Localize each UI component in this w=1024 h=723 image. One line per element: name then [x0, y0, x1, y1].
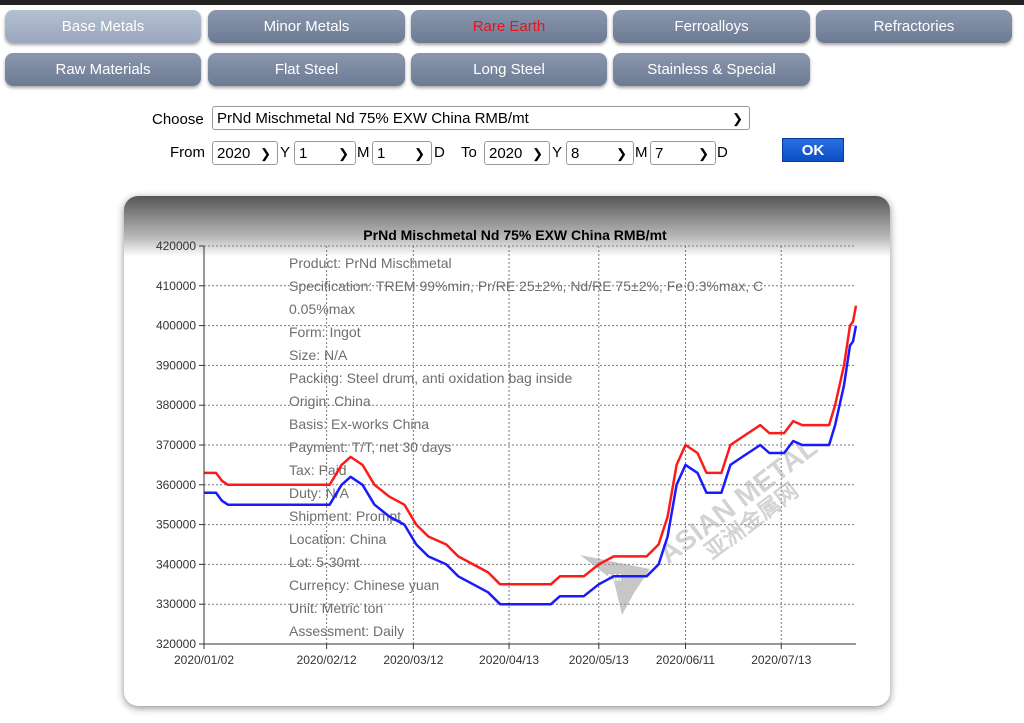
watermark-logo-icon — [580, 555, 650, 615]
spec-annotation: Assessment: Daily — [289, 623, 404, 639]
nav-stainless-special[interactable]: Stainless & Special — [613, 53, 810, 86]
to-year-select[interactable]: 2020 ❯ — [484, 141, 550, 165]
to-day-select[interactable]: 7 ❯ — [650, 141, 716, 165]
spec-annotation: Packing: Steel drum, anti oxidation bag … — [289, 370, 572, 386]
ok-button[interactable]: OK — [782, 138, 844, 162]
spec-annotation: Lot: 5-30mt — [289, 554, 360, 570]
watermark-logo: AM — [606, 573, 622, 584]
chevron-down-icon: ❯ — [338, 146, 349, 161]
from-m-label: M — [357, 144, 370, 161]
from-month-select[interactable]: 1 ❯ — [294, 141, 356, 165]
nav-ferroalloys[interactable]: Ferroalloys — [613, 10, 810, 43]
spec-annotation: Size: N/A — [289, 347, 348, 363]
chevron-down-icon: ❯ — [616, 146, 627, 161]
from-y-label: Y — [280, 144, 291, 161]
spec-annotation: 0.05%max — [289, 301, 355, 317]
to-month-select[interactable]: 8 ❯ — [566, 141, 634, 165]
y-tick-label: 320000 — [156, 637, 196, 651]
spec-annotation: Origin: China — [289, 393, 371, 409]
from-d-label: D — [434, 144, 445, 161]
spec-annotation: Location: China — [289, 531, 387, 547]
chart-panel: PrNd Mischmetal Nd 75% EXW China RMB/mt … — [124, 196, 890, 706]
chart-panel-header — [124, 196, 890, 256]
x-tick-label: 2020/02/12 — [297, 653, 357, 667]
y-tick-label: 340000 — [156, 557, 196, 571]
y-tick-label: 410000 — [156, 279, 196, 293]
x-tick-label: 2020/04/13 — [479, 653, 539, 667]
series-line-2 — [204, 325, 858, 606]
spec-annotation: Product: PrNd Mischmetal — [289, 255, 452, 271]
spec-annotation: Currency: Chinese yuan — [289, 577, 439, 593]
nav-long-steel[interactable]: Long Steel — [411, 53, 607, 86]
from-day-select[interactable]: 1 ❯ — [372, 141, 432, 165]
chevron-down-icon: ❯ — [532, 146, 543, 161]
nav-refractories[interactable]: Refractories — [816, 10, 1012, 43]
x-tick-label: 2020/06/11 — [656, 653, 715, 667]
to-d-label: D — [717, 144, 728, 161]
from-label: From — [170, 144, 205, 161]
to-month-value: 8 — [571, 145, 580, 162]
nav-base-metals[interactable]: Base Metals — [5, 10, 201, 43]
spec-annotation: Basis: Ex-works China — [289, 416, 429, 432]
to-y-label: Y — [552, 144, 563, 161]
spec-annotation: Payment: T/T, net 30 days — [289, 439, 451, 455]
from-month-value: 1 — [299, 145, 308, 162]
chart-title: PrNd Mischmetal Nd 75% EXW China RMB/mt — [363, 227, 667, 243]
chevron-down-icon: ❯ — [260, 146, 271, 161]
y-tick-label: 420000 — [156, 239, 196, 253]
y-tick-label: 380000 — [156, 398, 196, 412]
price-chart: PrNd Mischmetal Nd 75% EXW China RMB/mt … — [156, 227, 858, 667]
y-tick-label: 350000 — [156, 518, 196, 532]
spec-annotation: Form: Ingot — [289, 324, 361, 340]
spec-annotation: Tax: Paid — [289, 462, 347, 478]
to-year-value: 2020 — [489, 145, 523, 162]
choose-label: Choose — [152, 111, 204, 128]
series-line-1 — [204, 305, 858, 586]
spec-annotation: Unit: Metric ton — [289, 600, 383, 616]
nav-raw-materials[interactable]: Raw Materials — [5, 53, 201, 86]
nav-flat-steel[interactable]: Flat Steel — [208, 53, 405, 86]
to-day-value: 7 — [655, 145, 664, 162]
x-tick-label: 2020/05/13 — [569, 653, 629, 667]
spec-annotation: Specification: TREM 99%min, Pr/RE 25±2%,… — [289, 278, 763, 294]
x-tick-label: 2020/07/13 — [751, 653, 811, 667]
nav-minor-metals[interactable]: Minor Metals — [208, 10, 405, 43]
spec-annotation: Shipment: Prompt — [289, 508, 401, 524]
y-tick-label: 360000 — [156, 478, 196, 492]
x-tick-label: 2020/03/12 — [383, 653, 443, 667]
top-bar — [0, 0, 1024, 5]
from-year-select[interactable]: 2020 ❯ — [212, 141, 278, 165]
product-select-value: PrNd Mischmetal Nd 75% EXW China RMB/mt — [217, 110, 529, 127]
y-tick-label: 400000 — [156, 319, 196, 333]
chevron-down-icon: ❯ — [732, 111, 743, 126]
x-tick-label: 2020/01/02 — [174, 653, 234, 667]
product-select[interactable]: PrNd Mischmetal Nd 75% EXW China RMB/mt … — [212, 106, 750, 130]
y-tick-label: 330000 — [156, 597, 196, 611]
y-tick-label: 370000 — [156, 438, 196, 452]
chevron-down-icon: ❯ — [698, 146, 709, 161]
to-m-label: M — [635, 144, 648, 161]
y-tick-label: 390000 — [156, 358, 196, 372]
from-year-value: 2020 — [217, 145, 251, 162]
from-day-value: 1 — [377, 145, 386, 162]
to-label: To — [461, 144, 477, 161]
nav-rare-earth[interactable]: Rare Earth — [411, 10, 607, 43]
chevron-down-icon: ❯ — [414, 146, 425, 161]
